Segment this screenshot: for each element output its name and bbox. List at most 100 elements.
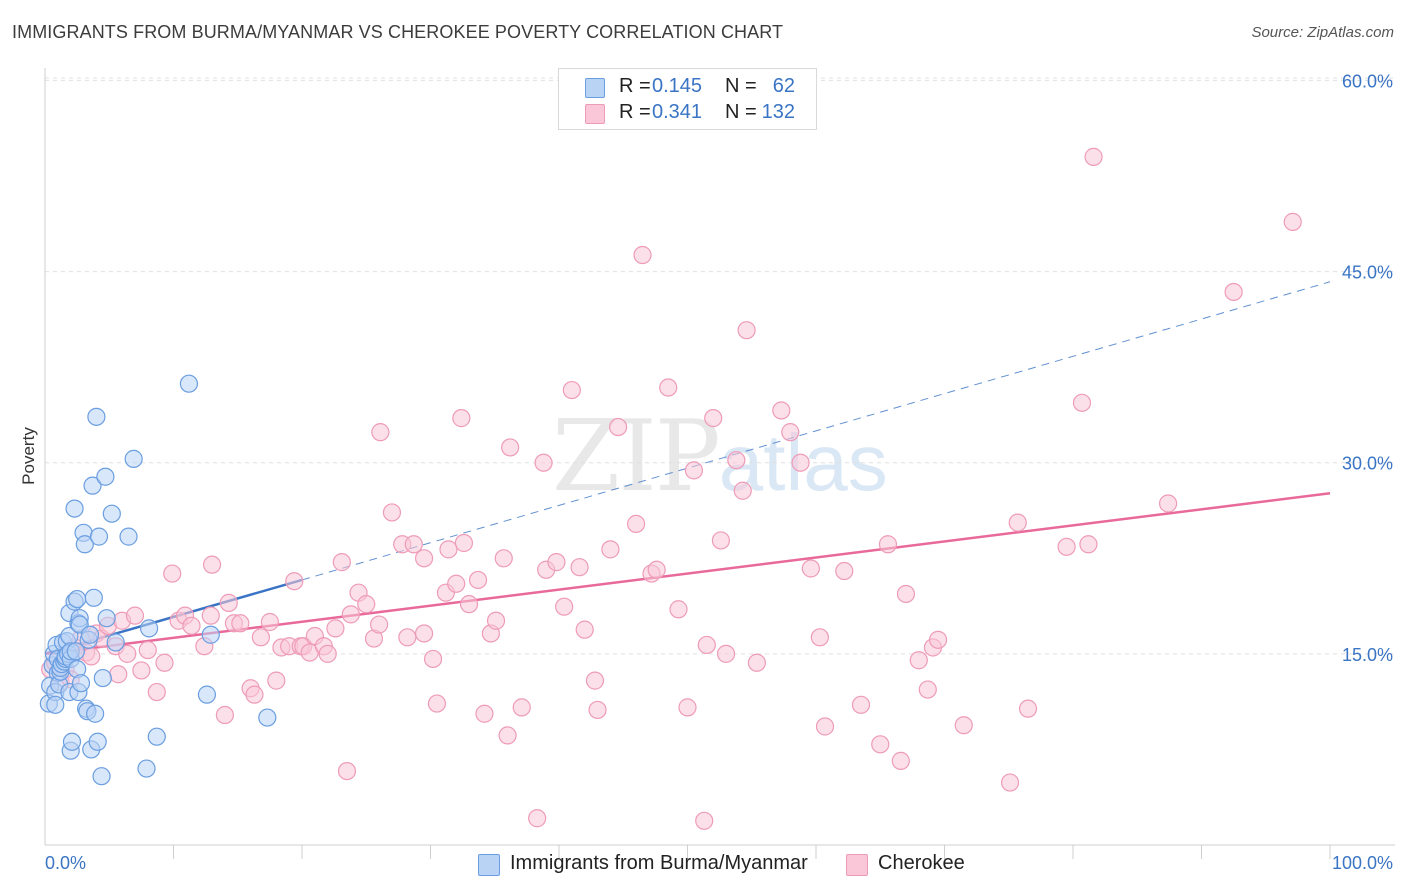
burma-point <box>201 625 220 644</box>
cherokee-point <box>118 644 137 663</box>
burma-point <box>87 407 106 426</box>
y-tick-label: 30.0% <box>1342 454 1393 474</box>
cherokee-point <box>501 438 520 457</box>
cherokee-point <box>1283 212 1302 231</box>
cherokee-point <box>454 533 474 553</box>
burma-point <box>66 642 85 661</box>
burma-point <box>96 467 115 486</box>
cherokee-point <box>486 611 506 630</box>
cherokee-point <box>357 595 376 614</box>
burma-point <box>75 535 94 554</box>
cherokee-point <box>202 555 222 574</box>
cherokee-point <box>815 717 835 736</box>
cherokee-point <box>684 461 704 480</box>
burma-point <box>124 449 143 468</box>
cherokee-point <box>427 694 447 713</box>
burma-point <box>106 633 125 652</box>
cherokee-point <box>1072 393 1092 412</box>
cherokee-point <box>781 423 800 442</box>
cherokee-point <box>528 809 547 828</box>
cherokee-point <box>285 572 304 591</box>
cherokee-point <box>132 661 151 680</box>
legend-n-value: 132 <box>761 101 795 123</box>
cherokee-point <box>727 451 746 470</box>
cherokee-point <box>835 561 854 581</box>
cherokee-point <box>585 671 605 690</box>
cherokee-point <box>810 628 829 647</box>
y-tick-label: 15.0% <box>1342 645 1393 665</box>
cherokee-point <box>1079 535 1098 554</box>
cherokee-point <box>570 558 589 577</box>
cherokee-point <box>414 624 434 643</box>
correlation-legend: R = 0.145 N = 62 R = 0.341 N = 132 <box>558 68 817 130</box>
bottom-legend-label-cherokee: Cherokee <box>878 852 965 874</box>
cherokee-point <box>1084 147 1103 166</box>
cherokee-point <box>1018 699 1038 718</box>
watermark-zip: ZIP <box>552 400 721 514</box>
cherokee-point <box>215 705 234 725</box>
cherokee-point <box>669 600 688 619</box>
legend-r-value: 0.145 <box>652 75 703 97</box>
burma-point <box>68 589 87 609</box>
burma-point <box>197 685 217 704</box>
legend-swatch-cherokee <box>585 104 605 124</box>
cherokee-point <box>318 644 337 663</box>
y-axis-title: Poverty <box>19 427 38 485</box>
cherokee-point <box>447 574 466 593</box>
cherokee-point <box>588 700 607 720</box>
cherokee-point <box>404 535 423 554</box>
gridlines <box>45 77 1395 655</box>
cherokee-point <box>697 635 716 655</box>
burma-point <box>65 499 84 518</box>
bottom-legend-label-burma: Immigrants from Burma/Myanmar <box>510 852 808 874</box>
cherokee-point <box>562 380 581 400</box>
burma-point <box>71 674 91 693</box>
cherokee-point <box>147 682 166 702</box>
legend-n-label: N = <box>725 75 757 97</box>
cherokee-point <box>772 401 791 420</box>
cherokee-point <box>337 761 357 781</box>
legend-n-label: N = <box>725 101 757 123</box>
cherokee-point <box>909 651 928 670</box>
cherokee-point <box>371 423 390 442</box>
bottom-legend-swatch-cherokee <box>846 854 868 876</box>
chart-title: IMMIGRANTS FROM BURMA/MYANMAR VS CHEROKE… <box>12 22 784 42</box>
burma-point <box>84 588 103 607</box>
cherokee-point <box>534 453 553 472</box>
cherokee-point <box>737 321 756 340</box>
cherokee-point <box>423 649 443 669</box>
cherokee-point <box>512 698 531 717</box>
cherokee-trend-line <box>44 492 1331 656</box>
cherokee-point <box>498 726 517 745</box>
cherokee-point <box>928 630 948 649</box>
burma-point <box>258 708 277 727</box>
burma-point <box>179 374 199 393</box>
cherokee-point <box>711 531 731 550</box>
axes <box>44 68 1395 859</box>
cherokee-point <box>138 640 157 660</box>
cherokee-point <box>155 653 174 672</box>
legend-r-value: 0.341 <box>652 101 703 123</box>
burma-point <box>137 759 156 778</box>
cherokee-point <box>896 584 916 604</box>
cherokee-point <box>575 620 594 639</box>
cherokee-point <box>678 698 697 717</box>
burma-point <box>102 504 121 523</box>
burma-point <box>139 619 159 638</box>
burma-point <box>89 527 109 546</box>
cherokee-point <box>260 612 279 632</box>
burma-point <box>92 767 111 786</box>
cherokee-point <box>791 453 810 472</box>
cherokee-point <box>555 597 574 616</box>
cherokee-point <box>109 665 128 684</box>
legend-r-label: R = <box>619 75 651 97</box>
cherokee-point <box>609 417 628 437</box>
cherokee-point <box>382 503 402 522</box>
cherokee-point <box>716 644 736 663</box>
cherokee-point <box>251 628 270 647</box>
burma-point <box>62 732 82 751</box>
burma-point <box>119 527 138 546</box>
burma-points <box>39 374 277 786</box>
